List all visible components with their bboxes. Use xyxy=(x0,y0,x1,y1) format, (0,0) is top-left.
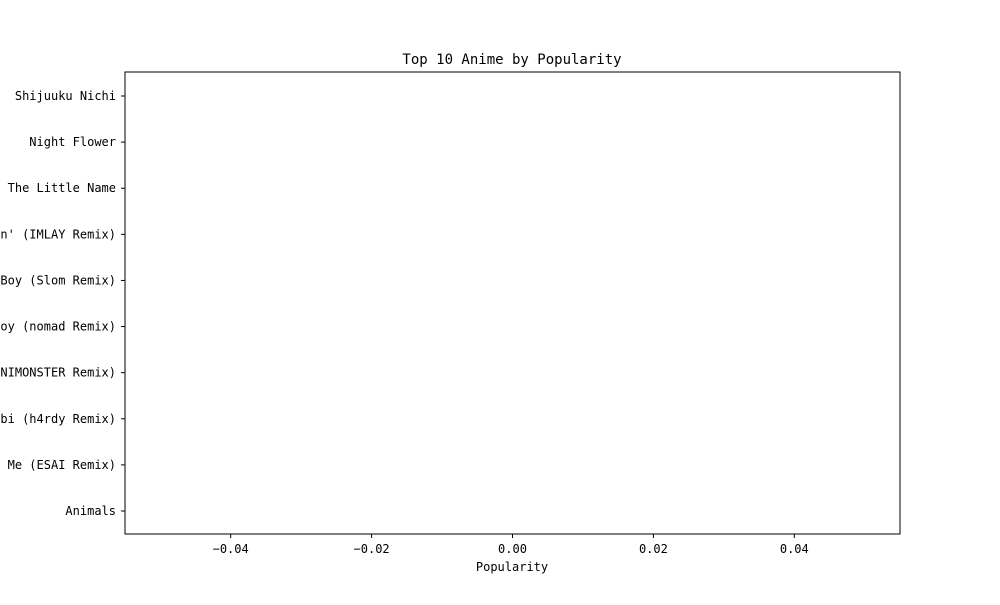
y-tick-label: Shijuuku Nichi xyxy=(15,89,116,103)
y-tick-label: Night Flower xyxy=(29,135,116,149)
y-tick-label: The Little Name xyxy=(8,181,116,195)
x-tick-label: −0.02 xyxy=(354,542,390,556)
y-tick-label: mbi (h4rdy Remix) xyxy=(0,412,116,426)
y-tick-label: in' (IMLAY Remix) xyxy=(0,227,116,241)
y-axis: Shijuuku Nichi Night Flower The Little Nam… xyxy=(0,89,125,518)
plot-area xyxy=(124,71,901,535)
x-tick-label: 0.02 xyxy=(639,542,668,556)
x-tick-label: 0.00 xyxy=(498,542,527,556)
y-tick-label: l Me (ESAI Remix) xyxy=(0,458,116,472)
chart-title: Top 10 Anime by Popularity xyxy=(402,52,621,68)
y-tick-label: Boy (Slom Remix) xyxy=(0,273,116,287)
x-tick-label: 0.04 xyxy=(780,542,809,556)
y-tick-label: INIMONSTER Remix) xyxy=(0,366,116,380)
x-axis: −0.04 −0.02 0.00 0.02 0.04 xyxy=(213,534,809,556)
y-tick-label: Boy (nomad Remix) xyxy=(0,320,116,334)
y-tick-label: Animals xyxy=(65,504,116,518)
x-axis-label: Popularity xyxy=(476,560,548,574)
x-tick-label: −0.04 xyxy=(213,542,249,556)
